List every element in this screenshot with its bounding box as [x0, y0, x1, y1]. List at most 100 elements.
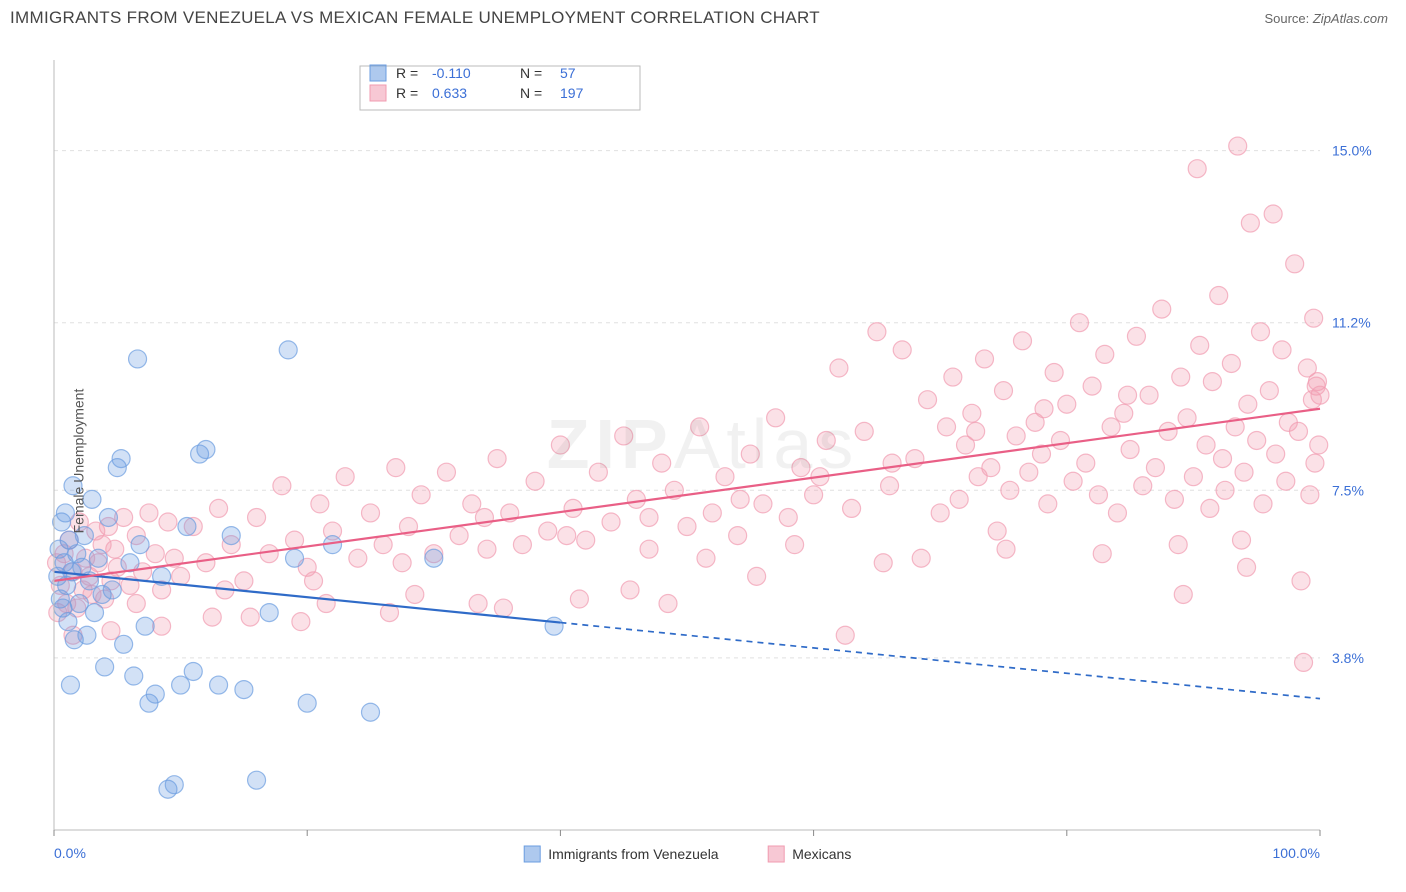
data-point: [967, 422, 985, 440]
scatter-chart: 0.0%100.0%3.8%7.5%11.2%15.0%R = -0.110N …: [10, 40, 1396, 882]
data-point: [61, 676, 79, 694]
data-point: [1064, 472, 1082, 490]
data-point: [526, 472, 544, 490]
data-point: [1083, 377, 1101, 395]
data-point: [1292, 572, 1310, 590]
data-point: [767, 409, 785, 427]
data-point: [950, 490, 968, 508]
data-point: [805, 486, 823, 504]
data-point: [830, 359, 848, 377]
data-point: [963, 404, 981, 422]
chart-area: Female Unemployment ZIPAtlas 0.0%100.0%3…: [10, 40, 1396, 882]
data-point: [659, 595, 677, 613]
y-axis-tick-label: 3.8%: [1332, 650, 1364, 666]
data-point: [159, 513, 177, 531]
data-point: [235, 572, 253, 590]
data-point: [1184, 468, 1202, 486]
data-point: [203, 608, 221, 626]
data-point: [1301, 486, 1319, 504]
data-point: [551, 436, 569, 454]
data-point: [843, 499, 861, 517]
data-point: [1203, 373, 1221, 391]
data-point: [172, 567, 190, 585]
data-point: [1178, 409, 1196, 427]
data-point: [868, 323, 886, 341]
data-point: [1267, 445, 1285, 463]
data-point: [1295, 653, 1313, 671]
data-point: [112, 450, 130, 468]
data-point: [703, 504, 721, 522]
data-point: [1260, 382, 1278, 400]
data-point: [103, 581, 121, 599]
data-point: [1172, 368, 1190, 386]
data-point: [488, 450, 506, 468]
data-point: [241, 608, 259, 626]
stats-text: N =: [520, 65, 542, 81]
data-point: [1229, 137, 1247, 155]
data-point: [539, 522, 557, 540]
data-point: [1201, 499, 1219, 517]
data-point: [716, 468, 734, 486]
data-point: [463, 495, 481, 513]
data-point: [931, 504, 949, 522]
y-axis-tick-label: 7.5%: [1332, 482, 1364, 498]
data-point: [197, 554, 215, 572]
data-point: [1239, 395, 1257, 413]
chart-header: IMMIGRANTS FROM VENEZUELA VS MEXICAN FEM…: [0, 0, 1406, 32]
data-point: [1051, 431, 1069, 449]
data-point: [102, 622, 120, 640]
data-point: [817, 431, 835, 449]
stats-text: N =: [520, 85, 542, 101]
chart-title: IMMIGRANTS FROM VENEZUELA VS MEXICAN FEM…: [10, 8, 820, 28]
data-point: [1013, 332, 1031, 350]
data-point: [125, 667, 143, 685]
data-point: [131, 536, 149, 554]
data-point: [1238, 558, 1256, 576]
data-point: [393, 554, 411, 572]
data-point: [469, 595, 487, 613]
data-point: [1077, 454, 1095, 472]
data-point: [210, 499, 228, 517]
data-point: [1235, 463, 1253, 481]
data-point: [106, 540, 124, 558]
data-point: [653, 454, 671, 472]
data-point: [1039, 495, 1057, 513]
data-point: [748, 567, 766, 585]
x-axis-tick-label: 0.0%: [54, 845, 86, 861]
stats-text: 57: [560, 65, 576, 81]
data-point: [558, 527, 576, 545]
data-point: [1188, 160, 1206, 178]
data-point: [235, 681, 253, 699]
data-point: [988, 522, 1006, 540]
data-point: [731, 490, 749, 508]
data-point: [570, 590, 588, 608]
data-point: [919, 391, 937, 409]
data-point: [1251, 323, 1269, 341]
data-point: [1197, 436, 1215, 454]
legend-swatch: [370, 65, 386, 81]
data-point: [222, 527, 240, 545]
data-point: [754, 495, 772, 513]
y-axis-tick-label: 11.2%: [1332, 315, 1371, 331]
data-point: [1222, 354, 1240, 372]
data-point: [89, 549, 107, 567]
data-point: [640, 508, 658, 526]
data-point: [140, 504, 158, 522]
data-point: [494, 599, 512, 617]
data-point: [1108, 504, 1126, 522]
trend-line: [54, 409, 1320, 581]
data-point: [1273, 341, 1291, 359]
data-point: [1169, 536, 1187, 554]
data-point: [115, 635, 133, 653]
data-point: [1233, 531, 1251, 549]
data-point: [1264, 205, 1282, 223]
data-point: [1310, 436, 1328, 454]
y-axis-label: Female Unemployment: [70, 389, 86, 534]
data-point: [995, 382, 1013, 400]
data-point: [640, 540, 658, 558]
data-point: [172, 676, 190, 694]
source-name: ZipAtlas.com: [1313, 11, 1388, 26]
data-point: [1020, 463, 1038, 481]
data-point: [513, 536, 531, 554]
stats-text: 197: [560, 85, 584, 101]
